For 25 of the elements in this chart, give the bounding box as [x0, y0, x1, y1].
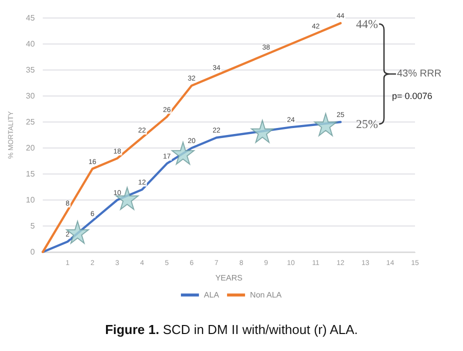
point	[116, 186, 139, 210]
annotation: 25%	[356, 117, 378, 131]
legend-label: Non ALA	[250, 290, 282, 300]
y-tick-label: 30	[26, 92, 36, 100]
point	[250, 120, 274, 143]
point	[314, 113, 338, 136]
line-series	[42, 22, 342, 254]
y-tick-label: 15	[26, 170, 36, 178]
y-tick-label: 40	[26, 40, 36, 48]
y-tick-label: 35	[26, 66, 36, 74]
point	[66, 220, 90, 244]
y-tick-label: 10	[26, 196, 36, 204]
x-axis-title: YEARS	[215, 274, 242, 282]
text: Figure 1. SCD in DM II with/without (r) ALA.	[104, 322, 359, 337]
y-tick-label: 0	[30, 248, 36, 256]
y-tick-label: 45	[26, 14, 36, 22]
line-series	[42, 120, 342, 254]
y-tick-label: 5	[30, 222, 36, 230]
y-tick-label: 25	[26, 118, 36, 126]
annotation: 44%	[356, 17, 378, 31]
point	[171, 142, 194, 165]
y-tick-label: 20	[26, 144, 36, 152]
annotation: 43% RRR	[397, 68, 442, 80]
legend-label: ALA	[204, 290, 220, 300]
annotation: p= 0.0076	[392, 91, 432, 101]
